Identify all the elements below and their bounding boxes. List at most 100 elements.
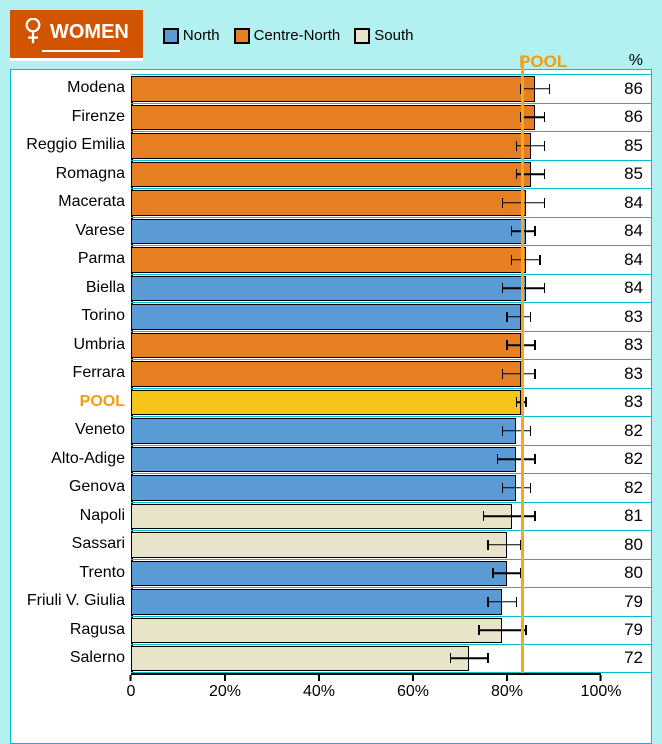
row-value: 86	[601, 74, 651, 103]
x-axis: 020%40%60%80%100%	[131, 673, 601, 703]
error-cap	[544, 169, 546, 179]
bar	[131, 532, 507, 558]
legend-label: South	[374, 27, 413, 44]
bar-row: Umbria83	[131, 331, 601, 360]
row-label: Napoli	[11, 502, 131, 531]
row-label: Parma	[11, 245, 131, 274]
error-bar	[502, 430, 530, 432]
error-cap	[506, 312, 508, 322]
chart-panel: % POOL Modena86Firenze86Reggio Emilia85R…	[10, 69, 652, 744]
error-bar	[507, 316, 531, 318]
error-bar	[488, 544, 521, 546]
row-label: Biella	[11, 274, 131, 303]
bar	[131, 190, 526, 216]
bar-track	[131, 188, 601, 217]
error-cap	[487, 653, 489, 663]
error-cap	[511, 255, 513, 265]
row-value: 80	[601, 530, 651, 559]
title-badge: WOMEN	[10, 10, 143, 61]
bar-track	[131, 103, 601, 132]
bar	[131, 76, 535, 102]
error-cap	[502, 426, 504, 436]
bar-track	[131, 74, 601, 103]
bar-track	[131, 131, 601, 160]
bar-row: Modena86	[131, 74, 601, 103]
bar-track	[131, 217, 601, 246]
bar-row: Salerno72	[131, 644, 601, 673]
bar-row: Ragusa79	[131, 616, 601, 645]
bar-row: Firenze86	[131, 103, 601, 132]
legend-label: Centre-North	[254, 27, 341, 44]
bar	[131, 646, 469, 671]
error-cap	[502, 283, 504, 293]
row-label: Torino	[11, 302, 131, 331]
error-bar	[451, 658, 489, 660]
legend: North Centre-North South	[163, 27, 422, 44]
title-underline	[42, 50, 120, 52]
bar-row: Friuli V. Giulia79	[131, 587, 601, 616]
row-value: 84	[601, 188, 651, 217]
legend-item: Centre-North	[234, 27, 341, 44]
row-value: 84	[601, 217, 651, 246]
error-cap	[516, 141, 518, 151]
error-cap	[534, 226, 536, 236]
legend-item: North	[163, 27, 220, 44]
error-bar	[512, 259, 540, 261]
error-cap	[516, 597, 518, 607]
error-bar	[502, 373, 535, 375]
female-icon	[24, 18, 42, 46]
title-text: WOMEN	[50, 21, 129, 44]
row-label: Reggio Emilia	[11, 131, 131, 160]
row-value: 82	[601, 416, 651, 445]
error-cap	[483, 511, 485, 521]
row-value: 86	[601, 103, 651, 132]
row-value: 79	[601, 587, 651, 616]
percent-header: %	[601, 52, 651, 70]
bar-track	[131, 644, 601, 673]
bar-row: POOL83	[131, 388, 601, 417]
row-value: 82	[601, 473, 651, 502]
bar	[131, 247, 526, 273]
error-cap	[530, 312, 532, 322]
error-cap	[525, 397, 527, 407]
bar-row: Ferrara83	[131, 359, 601, 388]
bar	[131, 390, 521, 416]
legend-label: North	[183, 27, 220, 44]
bar-row: Romagna85	[131, 160, 601, 189]
error-cap	[544, 283, 546, 293]
legend-swatch	[163, 28, 179, 44]
row-value: 81	[601, 502, 651, 531]
error-cap	[534, 340, 536, 350]
bar-track	[131, 160, 601, 189]
bar-row: Biella84	[131, 274, 601, 303]
bar-row: Genova82	[131, 473, 601, 502]
legend-swatch	[354, 28, 370, 44]
bar	[131, 133, 531, 159]
error-cap	[544, 141, 546, 151]
chart-area: % POOL Modena86Firenze86Reggio Emilia85R…	[131, 74, 601, 673]
error-cap	[450, 653, 452, 663]
bar-track	[131, 416, 601, 445]
bar	[131, 304, 521, 330]
bar-track	[131, 530, 601, 559]
bar	[131, 361, 521, 387]
bar	[131, 276, 526, 302]
error-bar	[488, 601, 516, 603]
row-value: 83	[601, 331, 651, 360]
bar-row: Napoli81	[131, 502, 601, 531]
bar-track	[131, 445, 601, 474]
row-value: 85	[601, 160, 651, 189]
error-bar	[493, 573, 521, 575]
row-label: Sassari	[11, 530, 131, 559]
row-label: Veneto	[11, 416, 131, 445]
bar-row: Trento80	[131, 559, 601, 588]
error-cap	[487, 597, 489, 607]
error-cap	[511, 226, 513, 236]
row-value: 83	[601, 359, 651, 388]
bar	[131, 561, 507, 587]
bar-track	[131, 331, 601, 360]
bar-track	[131, 302, 601, 331]
bar	[131, 475, 516, 501]
error-cap	[549, 84, 551, 94]
bar-row: Macerata84	[131, 188, 601, 217]
